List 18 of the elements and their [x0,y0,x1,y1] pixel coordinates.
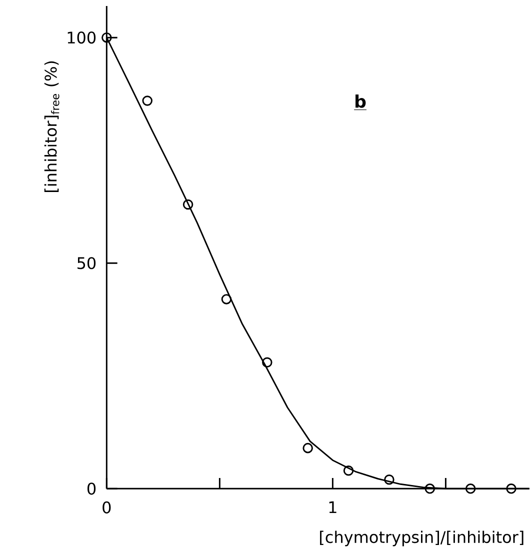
y-axis-title: [inhibitor]$_{free}$ (%) [44,61,60,192]
y-tick-label: 0 [87,482,96,495]
y-tick-label: 100 [68,32,96,44]
annotation: b [356,94,366,108]
point [102,32,112,43]
point [221,294,232,304]
point [424,484,436,494]
point [506,484,516,494]
point [465,484,476,494]
x-tick-label: 1 [329,501,336,514]
point [262,357,272,368]
y-tick-label: 50 [77,257,96,270]
point [182,199,194,210]
point [384,474,394,485]
point [302,442,313,454]
point [343,465,354,476]
point [142,96,152,106]
x-axis-title: [chymotrypsin]/[inhibitor] [320,530,524,546]
